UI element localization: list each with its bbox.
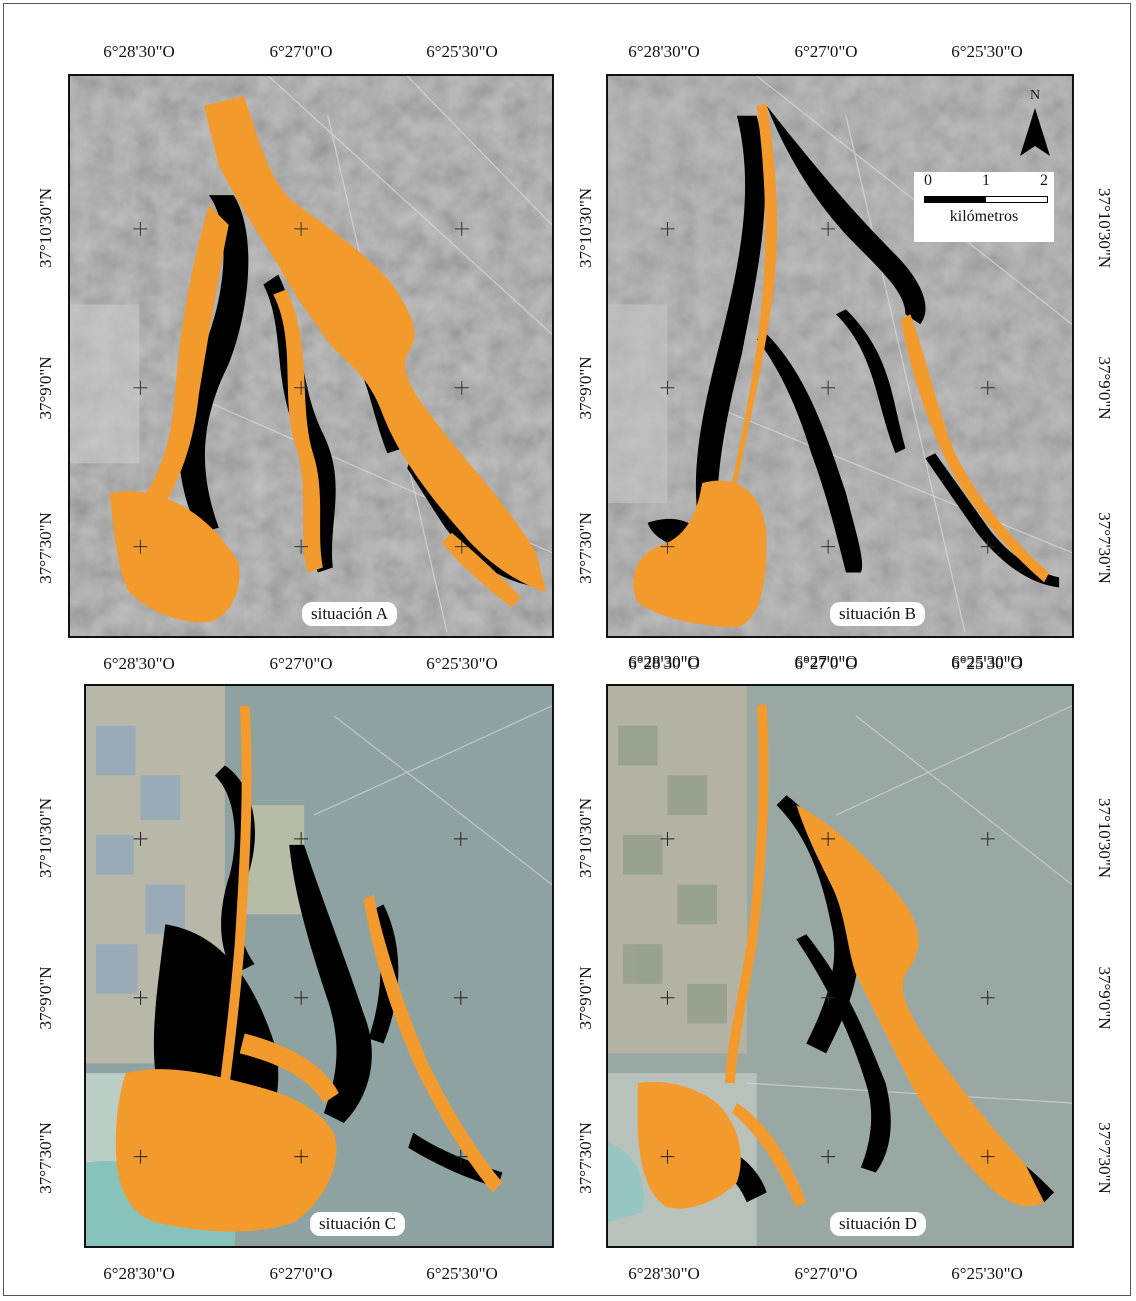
lon-label: 6°27'0"O [269, 42, 333, 61]
flooded-area [109, 95, 547, 623]
dry-channels [647, 105, 1060, 588]
lon-label: 6°28'30"O [628, 652, 700, 671]
scale-tick: 0 [924, 172, 932, 189]
lat-label: 37°10'30"N [576, 797, 595, 879]
map-panel-d: situación D [606, 684, 1074, 1248]
lat-label: 37°9'0"N [576, 966, 595, 1030]
north-letter: N [1029, 88, 1041, 103]
lon-label: 6°25'30"O [951, 42, 1023, 61]
scale-bar-graphic [924, 196, 1048, 203]
lat-label: 37°7'30"N [1095, 1122, 1114, 1194]
lon-label: 6°25'30"O [426, 42, 498, 61]
lat-label: 37°7'30"N [36, 1122, 55, 1194]
map-panel-c: situación C [84, 684, 554, 1248]
lon-label: 6°25'30"O [951, 654, 1023, 673]
lon-label: 6°28'30"O [628, 654, 700, 673]
lon-label: 6°28'30"O [103, 42, 175, 61]
lon-label: 6°27'0"O [269, 654, 333, 673]
lat-label: 37°9'0"N [36, 356, 55, 420]
lon-label: 6°25'30"O [951, 1264, 1023, 1283]
scale-bar: 0 1 2 kilómetros [914, 172, 1054, 242]
graticule-crosses [660, 831, 995, 1164]
flooded-area [637, 703, 1045, 1209]
flooded-area [633, 103, 1050, 628]
north-arrow-icon [1020, 108, 1050, 156]
figure-frame: situación A 6°28'30"O 6°27'0"O 6°25'30"O… [3, 3, 1131, 1296]
lat-label: 37°9'0"N [576, 356, 595, 420]
flooded-area [115, 705, 503, 1232]
lat-label: 37°10'30"N [576, 187, 595, 269]
lon-label: 6°27'0"O [794, 42, 858, 61]
map-panel-a: situación A [68, 74, 554, 638]
lon-label: 6°25'30"O [426, 654, 498, 673]
lon-label: 6°25'30"O [426, 1264, 498, 1283]
scale-tick: 2 [1040, 172, 1048, 189]
situation-label: situación B [830, 602, 925, 626]
lon-label: 6°25'30"O [951, 652, 1023, 671]
scale-unit: kilómetros [949, 208, 1019, 225]
situation-label: situación A [302, 602, 397, 626]
graticule-crosses [133, 221, 469, 554]
lon-label: 6°28'30"O [103, 1264, 175, 1283]
lon-label: 6°27'0"O [794, 652, 858, 671]
lat-label: 37°7'30"N [576, 1122, 595, 1194]
lat-label: 37°7'30"N [36, 512, 55, 584]
north-arrow: N [1014, 88, 1056, 158]
lat-label: 37°9'0"N [1095, 356, 1114, 420]
lat-label: 37°10'30"N [1095, 797, 1114, 879]
lat-label: 37°9'0"N [1095, 966, 1114, 1030]
lat-label: 37°10'30"N [1095, 187, 1114, 269]
situation-label: situación D [830, 1212, 926, 1236]
lat-label: 37°9'0"N [36, 966, 55, 1030]
lon-label: 6°28'30"O [628, 42, 700, 61]
lat-label: 37°10'30"N [36, 797, 55, 879]
lat-label: 37°10'30"N [36, 187, 55, 269]
lon-label: 6°27'0"O [269, 1264, 333, 1283]
graticule-crosses [133, 831, 468, 1164]
lon-label: 6°27'0"O [794, 1264, 858, 1283]
map-panel-b: situación B N 0 1 2 kilómetros [606, 74, 1074, 638]
scale-tick: 1 [982, 172, 990, 189]
lon-label: 6°28'30"O [103, 654, 175, 673]
lon-label: 6°27'0"O [794, 654, 858, 673]
lat-label: 37°7'30"N [576, 512, 595, 584]
lat-label: 37°7'30"N [1095, 512, 1114, 584]
lon-label: 6°28'30"O [628, 1264, 700, 1283]
situation-label: situación C [310, 1212, 405, 1236]
